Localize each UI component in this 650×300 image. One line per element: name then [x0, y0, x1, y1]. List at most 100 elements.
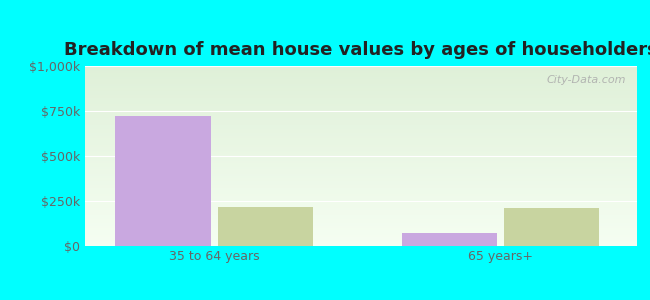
Bar	[84, 100, 637, 102]
Bar	[84, 206, 637, 208]
Bar	[84, 86, 637, 88]
Bar	[84, 208, 637, 210]
Bar	[84, 221, 637, 223]
Bar	[84, 154, 637, 156]
Bar	[84, 80, 637, 82]
Bar	[84, 244, 637, 246]
Bar	[84, 93, 637, 95]
Bar	[84, 226, 637, 228]
Bar	[84, 107, 637, 109]
Bar	[84, 82, 637, 84]
Bar	[84, 149, 637, 151]
Bar	[84, 104, 637, 106]
Bar	[84, 102, 637, 104]
Bar	[84, 73, 637, 75]
Bar	[84, 151, 637, 152]
Bar	[84, 106, 637, 107]
Bar	[84, 143, 637, 145]
Bar	[84, 210, 637, 212]
Bar	[84, 169, 637, 170]
Bar	[84, 188, 637, 190]
Bar	[84, 134, 637, 136]
Bar	[84, 161, 637, 163]
Bar	[84, 68, 637, 70]
Bar	[84, 129, 637, 131]
Bar	[84, 118, 637, 120]
Bar	[84, 75, 637, 77]
Text: City-Data.com: City-Data.com	[547, 75, 626, 85]
Bar	[84, 131, 637, 133]
Bar	[84, 160, 637, 161]
Bar	[84, 122, 637, 124]
Bar	[84, 133, 637, 134]
Bar	[84, 237, 637, 239]
Bar	[84, 201, 637, 203]
Bar	[84, 178, 637, 179]
Bar	[84, 156, 637, 158]
Bar	[84, 223, 637, 224]
Bar	[84, 235, 637, 237]
Bar	[84, 158, 637, 160]
Bar	[84, 170, 637, 172]
Bar	[84, 89, 637, 91]
Bar	[84, 215, 637, 217]
Bar	[84, 147, 637, 149]
Bar	[84, 172, 637, 174]
Bar	[84, 241, 637, 242]
Bar	[84, 136, 637, 138]
Bar	[84, 217, 637, 219]
Bar	[84, 145, 637, 147]
Bar	[84, 84, 637, 86]
Bar	[84, 185, 637, 187]
Bar	[84, 66, 637, 68]
Bar	[84, 88, 637, 89]
Bar	[84, 142, 637, 143]
Bar	[84, 214, 637, 215]
Bar	[84, 174, 637, 176]
Bar	[84, 116, 637, 118]
Bar	[84, 199, 637, 201]
Bar	[84, 77, 637, 79]
Bar	[84, 138, 637, 140]
Bar	[84, 115, 637, 116]
Bar	[84, 203, 637, 205]
Bar	[84, 120, 637, 122]
Bar	[84, 194, 637, 196]
Bar	[84, 190, 637, 192]
Bar	[84, 196, 637, 197]
Bar	[84, 197, 637, 199]
Bar	[84, 179, 637, 181]
Bar	[84, 181, 637, 183]
Bar	[84, 167, 637, 169]
Bar	[84, 205, 637, 206]
Bar	[84, 111, 637, 113]
Bar	[84, 192, 637, 194]
Bar	[218, 207, 313, 246]
Bar	[84, 71, 637, 73]
Bar	[84, 219, 637, 221]
Title: Breakdown of mean house values by ages of householders: Breakdown of mean house values by ages o…	[64, 41, 650, 59]
Bar	[84, 79, 637, 80]
Bar	[84, 95, 637, 97]
Bar	[84, 230, 637, 232]
Bar	[84, 70, 637, 71]
Bar	[84, 113, 637, 115]
Bar	[84, 140, 637, 142]
Bar	[84, 212, 637, 214]
Bar	[84, 239, 637, 241]
Bar	[84, 228, 637, 230]
Bar	[84, 91, 637, 93]
Bar	[84, 224, 637, 226]
Bar	[84, 152, 637, 154]
Bar	[84, 109, 637, 111]
Bar	[115, 116, 211, 246]
Bar	[504, 208, 599, 246]
Bar	[84, 163, 637, 165]
Bar	[84, 125, 637, 127]
Bar	[402, 232, 497, 246]
Bar	[84, 165, 637, 167]
Bar	[84, 98, 637, 100]
Bar	[84, 127, 637, 129]
Bar	[84, 176, 637, 178]
Bar	[84, 233, 637, 235]
